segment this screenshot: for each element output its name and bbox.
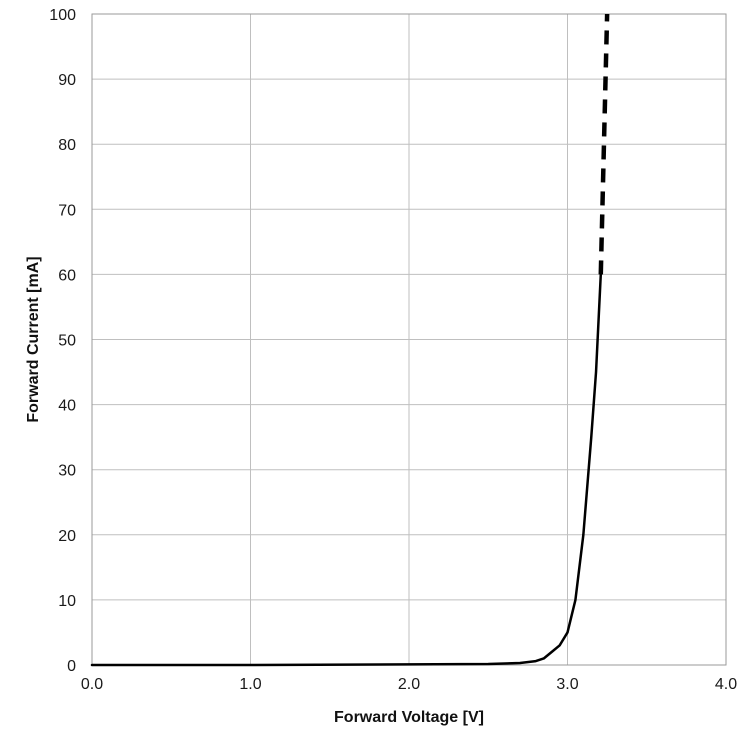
grid [91,13,727,666]
x-tick-label: 1.0 [239,676,261,693]
series-line-dashed [598,13,610,275]
x-axis-title: Forward Voltage [V] [334,709,484,726]
x-tick-label: 4.0 [715,676,737,693]
y-tick-label: 60 [58,267,76,284]
y-axis-tick-labels: 0 10 20 30 40 50 60 70 80 90 100 [49,7,76,675]
y-tick-label: 30 [58,463,76,480]
x-axis-tick-labels: 0.0 1.0 2.0 3.0 4.0 [81,676,737,693]
x-tick-label: 3.0 [556,676,578,693]
y-tick-label: 10 [58,593,76,610]
x-tick-label: 0.0 [81,676,103,693]
y-axis-title: Forward Current [mA] [25,256,42,422]
y-tick-label: 0 [67,658,76,675]
y-tick-label: 90 [58,72,76,89]
y-tick-label: 50 [58,333,76,350]
x-tick-label: 2.0 [398,676,420,693]
series-group [90,13,610,667]
y-tick-label: 100 [49,7,76,24]
series-line-solid [90,273,603,667]
y-tick-label: 70 [58,202,76,219]
y-tick-label: 80 [58,137,76,154]
y-tick-label: 20 [58,528,76,545]
y-tick-label: 40 [58,398,76,415]
